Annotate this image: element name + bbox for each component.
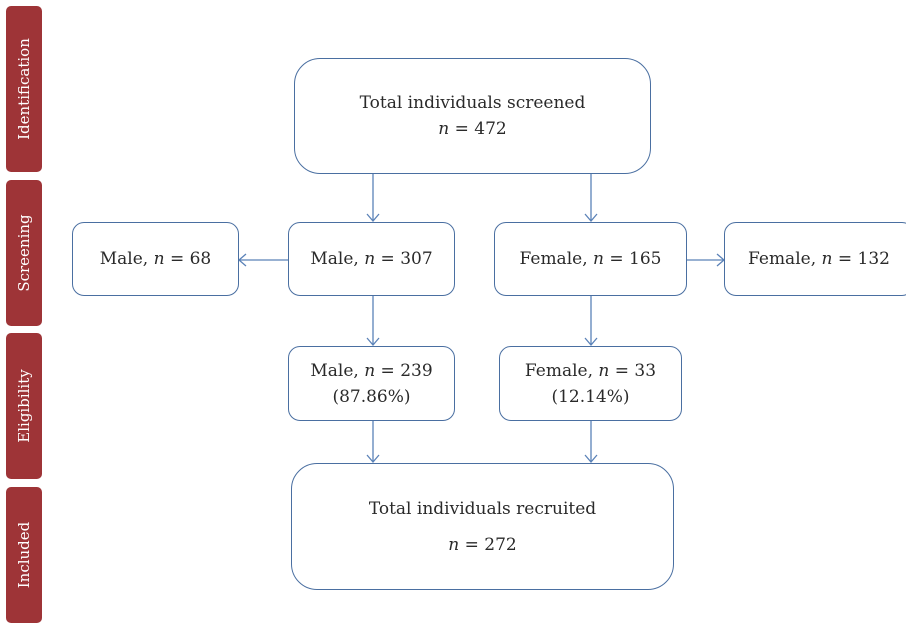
- box-female-eligible: Female, n = 33 (12.14%): [499, 346, 682, 421]
- female-excluded-text: Female, n = 132: [748, 246, 890, 272]
- box-male-eligible: Male, n = 239 (87.86%): [288, 346, 455, 421]
- n-symbol: n: [364, 249, 376, 269]
- total-recruited-title: Total individuals recruited: [368, 498, 597, 519]
- female-excluded-prefix: Female,: [748, 249, 822, 269]
- phase-eligibility: Eligibility: [6, 333, 42, 479]
- box-female-excluded: Female, n = 132: [724, 222, 906, 296]
- male-eligible-value: = 239: [375, 360, 433, 381]
- n-symbol: n: [153, 249, 165, 269]
- total-recruited-count: n = 272: [448, 532, 516, 558]
- female-screened-value: = 165: [603, 249, 662, 269]
- total-screened-count: n = 472: [438, 116, 506, 142]
- female-screened-prefix: Female,: [519, 249, 594, 269]
- n-symbol: n: [821, 249, 833, 269]
- arrowhead-male-eligible-to-recruited: [366, 454, 380, 463]
- phase-screening: Screening: [6, 180, 42, 326]
- total-screened-value: = 472: [449, 119, 507, 139]
- arrowhead-screened-to-female: [584, 213, 598, 222]
- arrowhead-screened-to-male: [366, 213, 380, 222]
- female-eligible-prefix: Female,: [524, 360, 599, 381]
- male-excluded-prefix: Male,: [99, 249, 154, 269]
- male-eligible-prefix: Male,: [310, 360, 365, 381]
- female-excluded-value: = 132: [832, 249, 890, 269]
- n-symbol: n: [364, 360, 376, 381]
- male-screened-text: Male, n = 307: [310, 246, 432, 272]
- female-screened-text: Female, n = 165: [520, 246, 662, 272]
- n-symbol: n: [448, 534, 460, 555]
- male-excluded-text: Male, n = 68: [100, 246, 212, 272]
- female-eligible-percent: (12.14%): [551, 386, 630, 407]
- box-female-screened: Female, n = 165: [494, 222, 687, 296]
- arrowhead-male-to-excluded: [238, 253, 247, 267]
- female-eligible-value: = 33: [609, 360, 657, 381]
- arrowhead-male-to-eligible: [366, 337, 380, 346]
- total-screened-title: Total individuals screened: [359, 93, 586, 113]
- male-eligible-text: Male, n = 239: [310, 358, 432, 384]
- box-total-recruited: Total individuals recruited n = 272: [291, 463, 674, 590]
- phase-identification: Identification: [6, 6, 42, 172]
- box-total-screened: Total individuals screened n = 472: [294, 58, 651, 174]
- male-screened-prefix: Male,: [310, 249, 365, 269]
- box-male-screened: Male, n = 307: [288, 222, 455, 296]
- arrowhead-female-eligible-to-recruited: [584, 454, 598, 463]
- male-screened-value: = 307: [375, 249, 433, 269]
- box-male-excluded: Male, n = 68: [72, 222, 239, 296]
- male-excluded-value: = 68: [164, 249, 212, 269]
- male-eligible-percent: (87.86%): [332, 386, 411, 407]
- female-eligible-text: Female, n = 33: [525, 358, 656, 384]
- n-symbol: n: [438, 119, 450, 139]
- total-recruited-value: = 272: [459, 534, 517, 555]
- arrowhead-female-to-eligible: [584, 337, 598, 346]
- n-symbol: n: [593, 249, 604, 269]
- phase-included: Included: [6, 487, 42, 623]
- n-symbol: n: [598, 360, 610, 381]
